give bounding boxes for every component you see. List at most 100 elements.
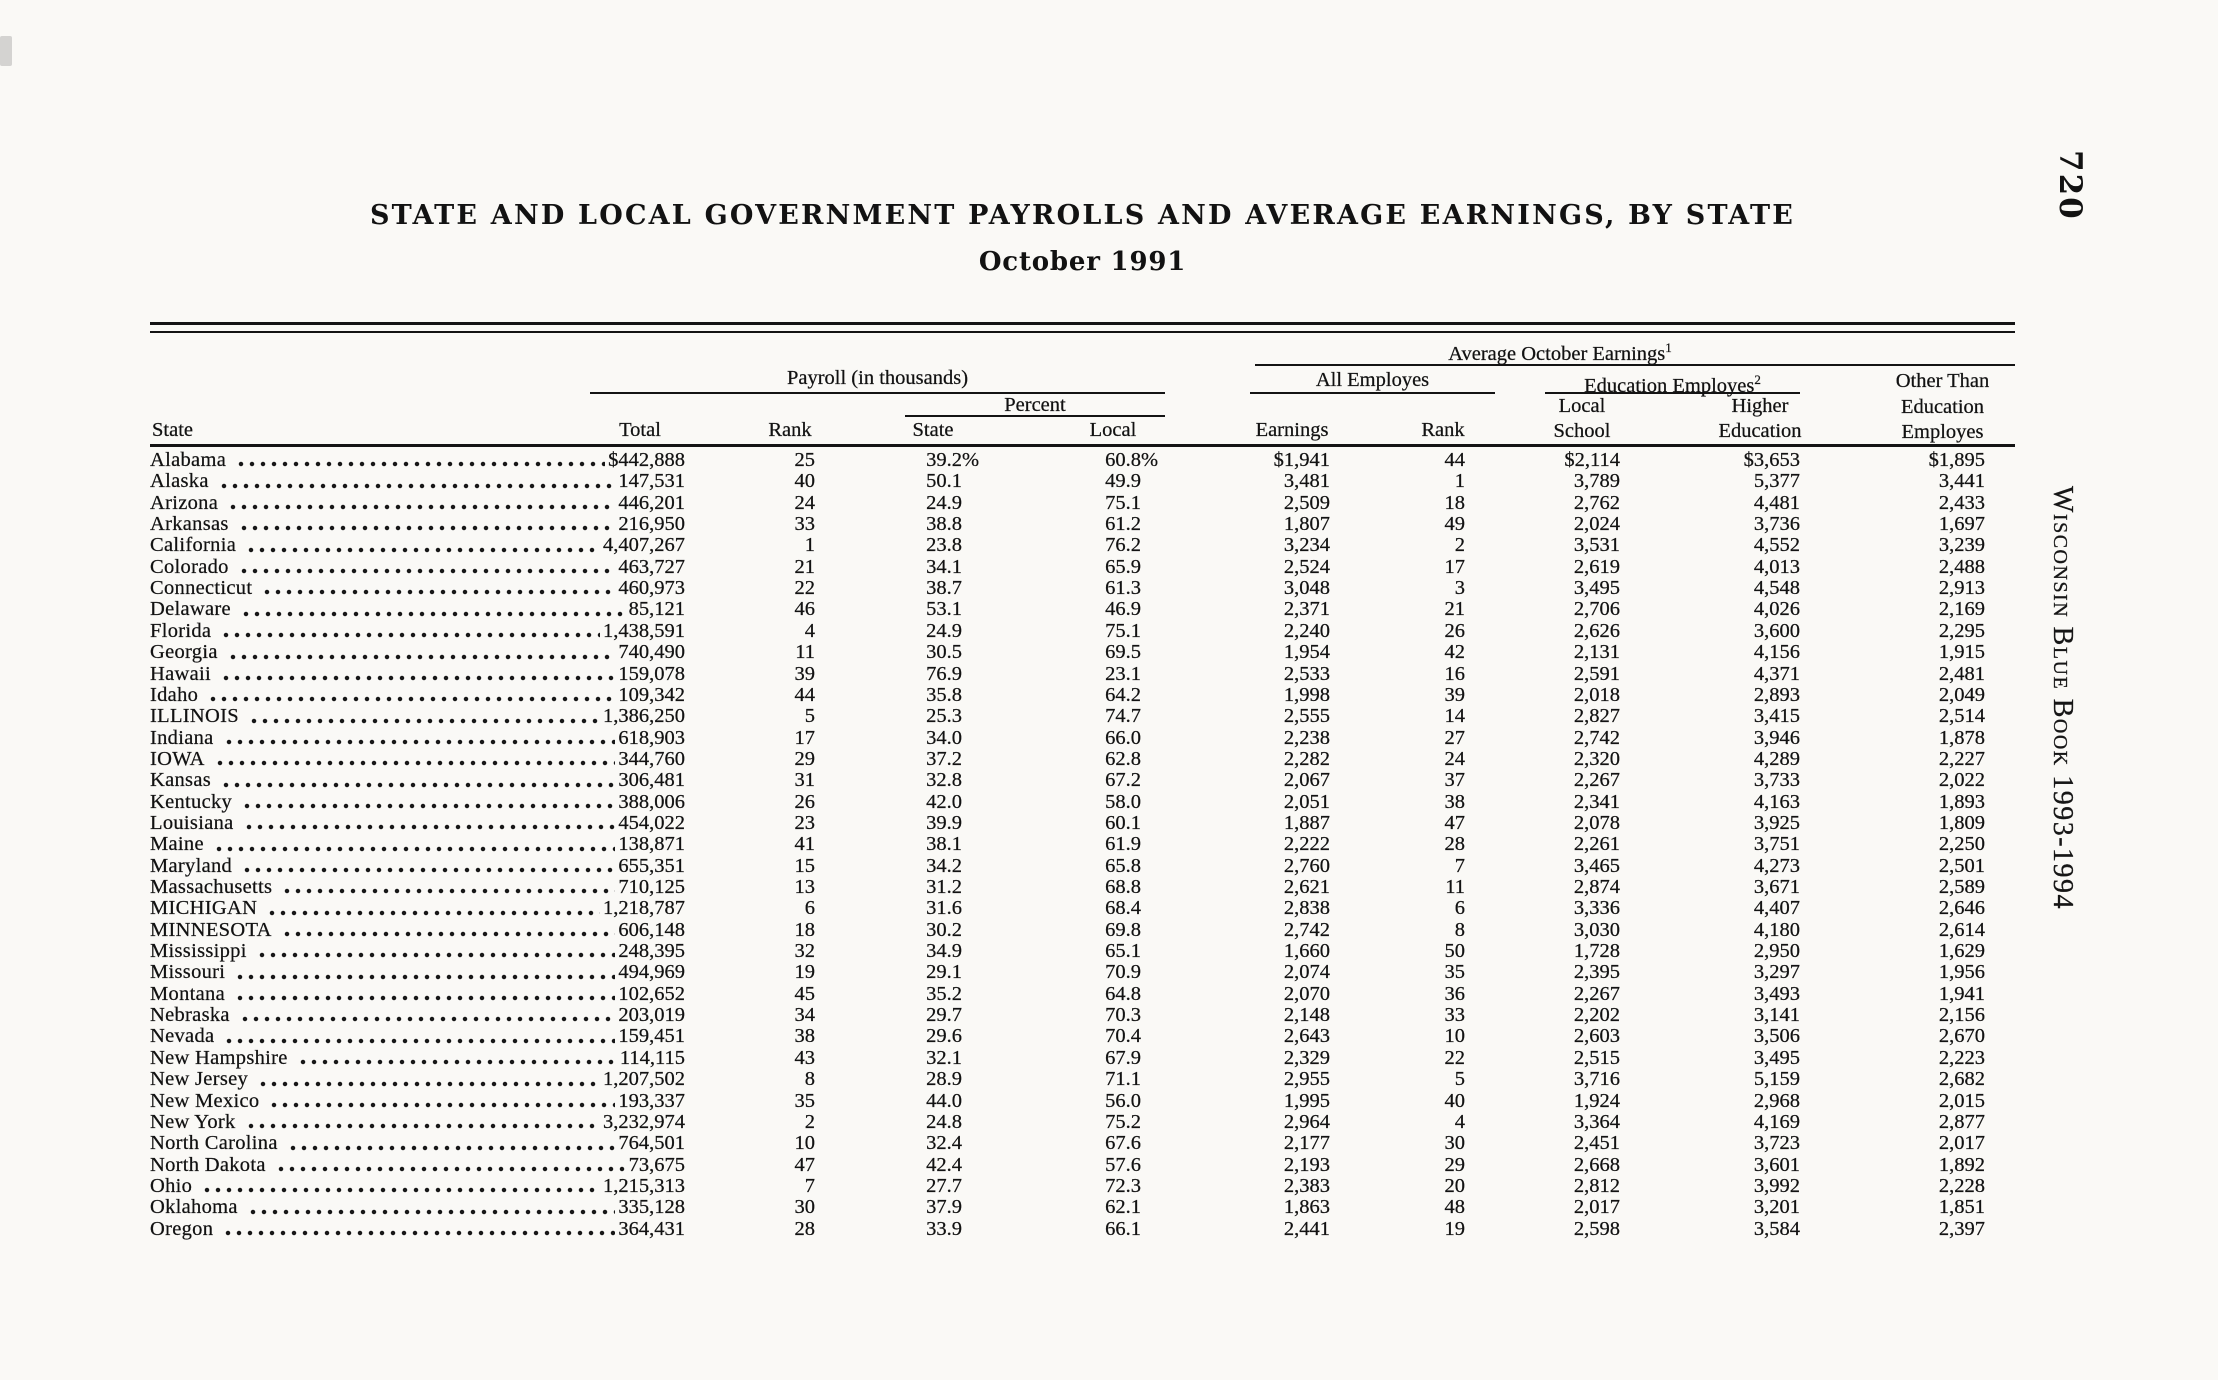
local-school-value: 2,024 <box>1573 513 1620 536</box>
local-school-value: 2,267 <box>1573 982 1620 1005</box>
education-employes-rule <box>1545 392 1800 395</box>
payroll-rank-value: 18 <box>794 918 815 941</box>
payroll-rank-value: 40 <box>794 470 815 493</box>
percent-local-value: 67.6 <box>1105 1132 1141 1155</box>
payroll-total-value: 73,675 <box>628 1153 685 1176</box>
percent-state-value: 29.1 <box>926 961 962 984</box>
local-school-value: 2,515 <box>1573 1046 1620 1069</box>
dot-leader <box>287 1144 616 1151</box>
table-row: Maryland 655,351 15 34.2 65.8 2,760 7 3,… <box>150 855 1985 877</box>
table-row: Indiana 618,903 17 34.0 66.0 2,238 27 2,… <box>150 727 1985 749</box>
higher-education-value: 2,893 <box>1753 683 1800 706</box>
percent-local-symbol <box>1141 664 1165 685</box>
dot-leader <box>267 909 600 916</box>
state-name: Mississippi <box>150 940 247 963</box>
percent-local-value: 67.2 <box>1105 769 1141 792</box>
column-header-percent-local: Local <box>1089 419 1137 441</box>
other-than-education-value: 2,481 <box>1938 662 1985 685</box>
dot-leader <box>238 525 616 532</box>
table-row: Mississippi 248,395 32 34.9 65.1 1,660 5… <box>150 940 1985 963</box>
payroll-total-value: 740,490 <box>618 641 685 664</box>
percent-state-value: 34.9 <box>926 940 962 963</box>
other-than-line2: Education <box>1900 395 1985 418</box>
higher-education-value: 3,601 <box>1753 1153 1800 1176</box>
higher-education-value: 3,506 <box>1753 1025 1800 1048</box>
state-name: Maine <box>150 833 204 856</box>
payroll-total-value: 1,438,591 <box>603 619 685 642</box>
column-header-earnings-rank: Rank <box>1421 419 1465 441</box>
percent-state-symbol <box>962 984 986 1005</box>
other-than-education-value: 1,915 <box>1938 641 1985 664</box>
all-employes-rule <box>1250 392 1495 395</box>
percent-local-value: 69.5 <box>1105 641 1141 664</box>
local-school-value: 2,603 <box>1573 1025 1620 1048</box>
table-row: Kansas 306,481 31 32.8 67.2 2,067 37 2,2… <box>150 769 1985 792</box>
group-header-education-employes: Education Employes2 <box>1545 369 1800 397</box>
state-name: Nebraska <box>150 1004 230 1027</box>
state-name: Kansas <box>150 769 212 792</box>
local-school-value: 3,336 <box>1573 897 1620 920</box>
percent-state-symbol <box>962 706 986 727</box>
percent-local-value: 60.8 <box>1105 449 1141 471</box>
state-cell: Maine 138,871 <box>150 833 685 856</box>
table-row: Delaware 85,121 46 53.1 46.9 2,371 21 2,… <box>150 599 1985 621</box>
percent-state-symbol <box>962 685 986 706</box>
payroll-total-value: 216,950 <box>618 513 685 536</box>
percent-state-value: 31.2 <box>926 876 962 898</box>
table-top-rule-2 <box>150 331 2015 333</box>
payroll-rank-value: 11 <box>795 641 815 664</box>
payroll-rank-value: 32 <box>794 940 815 963</box>
local-school-value: 2,626 <box>1573 619 1620 642</box>
earnings-rank-value: 8 <box>1454 918 1466 941</box>
table-row: Connecticut 460,973 22 38.7 61.3 3,048 3… <box>150 577 1985 600</box>
payroll-rank-value: 38 <box>794 1025 815 1048</box>
local-school-value: 2,451 <box>1573 1132 1620 1155</box>
earnings-value: 2,282 <box>1283 747 1330 770</box>
other-than-education-value: $1,895 <box>1928 449 1986 471</box>
higher-education-value: 3,141 <box>1753 1004 1800 1027</box>
local-school-value: 3,716 <box>1573 1068 1620 1091</box>
earnings-rank-value: 40 <box>1444 1089 1465 1112</box>
higher-education-value: 3,925 <box>1753 811 1800 834</box>
higher-education-value: 2,950 <box>1753 940 1800 963</box>
percent-state-value: 29.7 <box>926 1004 962 1027</box>
avg-earnings-label: Average October Earnings <box>1448 342 1666 365</box>
percent-local-symbol <box>1141 1155 1165 1176</box>
percent-local-value: 62.1 <box>1105 1196 1141 1219</box>
earnings-value: 2,051 <box>1283 790 1330 813</box>
other-than-education-value: 2,514 <box>1938 705 1985 728</box>
percent-state-value: 39.9 <box>926 811 962 834</box>
earnings-rank-value: 29 <box>1444 1153 1465 1176</box>
percent-state-symbol <box>962 557 986 578</box>
payroll-total-value: 3,232,974 <box>603 1110 685 1133</box>
avg-earnings-rule <box>1255 364 2015 367</box>
dot-leader <box>218 482 616 489</box>
state-name: ILLINOIS <box>150 705 239 728</box>
earnings-value: 2,383 <box>1283 1174 1330 1197</box>
state-name: Georgia <box>150 641 218 664</box>
higher-education-value: 4,169 <box>1753 1110 1800 1133</box>
dot-leader <box>256 952 616 959</box>
other-than-education-value: 1,893 <box>1938 790 1985 813</box>
earnings-value: 2,193 <box>1283 1153 1330 1176</box>
local-school-value: 2,395 <box>1573 961 1620 984</box>
state-cell: Ohio 1,215,313 <box>150 1175 685 1197</box>
table-row: California 4,407,267 1 23.8 76.2 3,234 2… <box>150 535 1985 557</box>
percent-state-value: 24.8 <box>926 1110 962 1133</box>
state-cell: Delaware 85,121 <box>150 599 685 621</box>
local-school-value: 2,131 <box>1573 641 1620 664</box>
percent-local-value: 70.3 <box>1105 1004 1141 1027</box>
state-name: North Carolina <box>150 1132 278 1155</box>
other-than-education-value: 2,156 <box>1938 1004 1985 1027</box>
earnings-value: 3,481 <box>1283 470 1330 493</box>
percent-local-symbol <box>1141 813 1165 834</box>
state-cell: New Mexico 193,337 <box>150 1090 685 1112</box>
percent-local-value: 23.1 <box>1105 662 1141 685</box>
percent-local-value: 65.9 <box>1105 555 1141 578</box>
higher-education-value: 5,159 <box>1753 1068 1800 1091</box>
group-header-percent: Percent <box>1004 394 1066 416</box>
state-cell: Arkansas 216,950 <box>150 513 685 536</box>
other-than-line3: Employes <box>1901 421 1984 443</box>
payroll-total-value: 460,973 <box>618 577 685 600</box>
